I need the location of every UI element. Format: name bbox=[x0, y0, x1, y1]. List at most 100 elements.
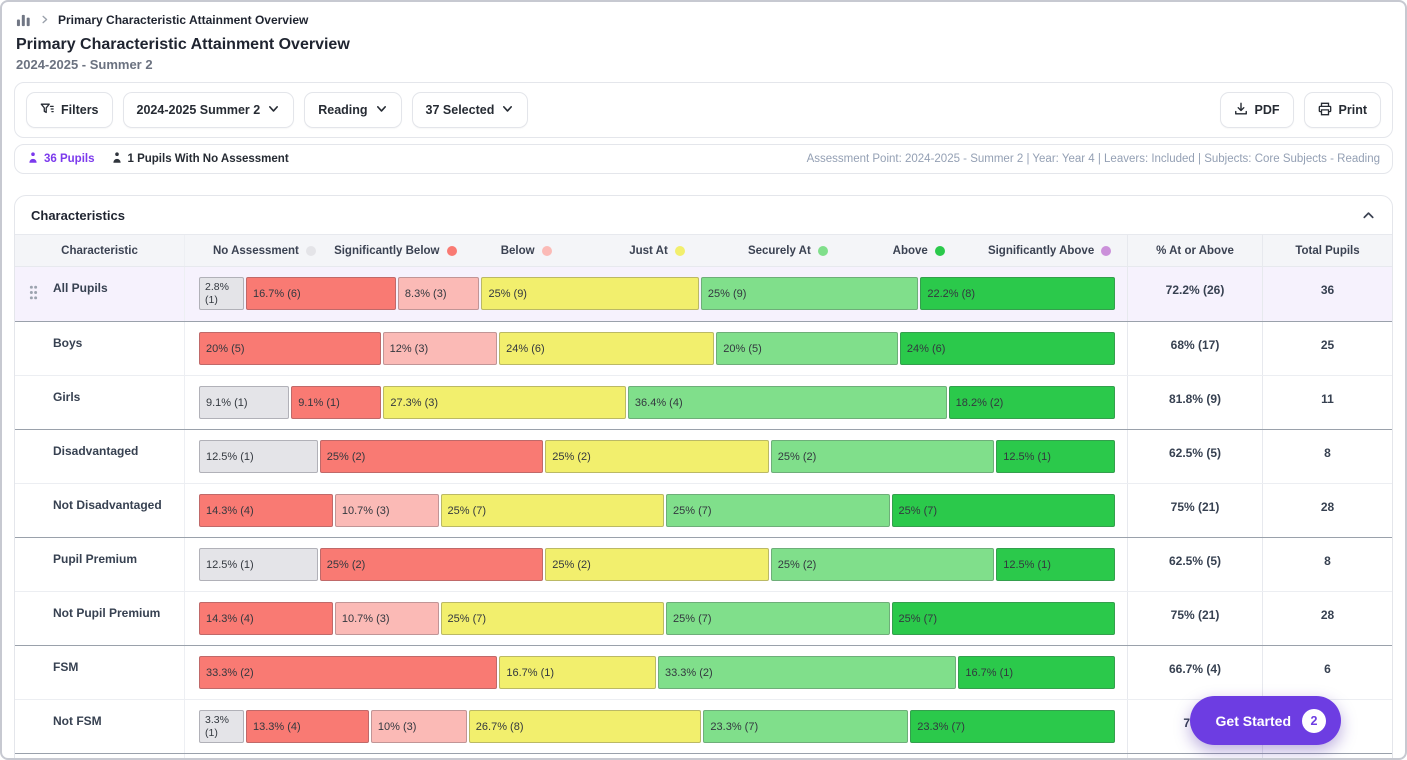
bar-segment-red[interactable]: 33.3% (2) bbox=[199, 656, 498, 689]
row-label-cell: Pupil Premium bbox=[15, 538, 185, 591]
row-label-cell: Not Disadvantaged bbox=[15, 484, 185, 537]
row-bar-cell: 14.3% (4) 10.7% (3) 25% (7) 25% (7) 25% (7) bbox=[185, 484, 1127, 537]
subject-value: Reading bbox=[318, 103, 368, 117]
bar-segment-pink[interactable]: 8.3% (3) bbox=[397, 277, 480, 310]
table-header-row: Characteristic No Assessment Significantl… bbox=[15, 234, 1392, 267]
row-label: Girls bbox=[53, 390, 81, 404]
table-row: Not Disadvantaged 14.3% (4) 10.7% (3) 25% (… bbox=[15, 483, 1392, 537]
selected-pupils-dropdown[interactable]: 37 Selected bbox=[411, 92, 529, 128]
stacked-bar: 12.5% (1) 25% (2) 25% (2) 25% (2) 12.5% (1) bbox=[199, 440, 1115, 473]
bar-segment-yellow[interactable]: 27.3% (3) bbox=[383, 386, 626, 419]
bar-segment-yellow[interactable]: 16.7% (1) bbox=[499, 656, 656, 689]
table-row: Pupil Premium 12.5% (1) 25% (2) 25% (2) 25% … bbox=[15, 537, 1392, 591]
bar-segment-red[interactable]: 13.3% (4) bbox=[246, 710, 369, 743]
page-title: Primary Characteristic Attainment Overvi… bbox=[16, 36, 350, 53]
total-pupils-cell: 8 bbox=[1262, 430, 1392, 483]
pdf-label: PDF bbox=[1254, 103, 1280, 117]
bar-segment-pink[interactable]: 12% (3) bbox=[382, 332, 498, 365]
assessment-point-value: 2024-2025 Summer 2 bbox=[136, 103, 261, 117]
bar-segment-lightgreen[interactable]: 20% (5) bbox=[716, 332, 898, 365]
bar-segment-label: 2.8% (1) bbox=[205, 281, 229, 306]
bar-segment-label: 10% (3) bbox=[377, 720, 417, 733]
bar-segment-red[interactable]: 25% (2) bbox=[319, 440, 544, 473]
subject-dropdown[interactable]: Reading bbox=[304, 92, 402, 128]
band-header-label: Significantly Below bbox=[334, 244, 440, 257]
bar-segment-lightgreen[interactable]: 33.3% (2) bbox=[658, 656, 957, 689]
column-header-lightgreen-band: Securely At bbox=[722, 245, 853, 257]
row-label: Pupil Premium bbox=[53, 552, 138, 566]
bar-segment-green[interactable]: 23.3% (7) bbox=[910, 710, 1116, 743]
bar-segment-yellow[interactable]: 25% (2) bbox=[545, 440, 769, 473]
bar-segment-lightgreen[interactable]: 23.3% (7) bbox=[703, 710, 909, 743]
bar-segment-lightgreen[interactable]: 25% (9) bbox=[700, 277, 919, 310]
bar-segment-red[interactable]: 9.1% (1) bbox=[291, 386, 382, 419]
filters-button[interactable]: Filters bbox=[26, 92, 113, 128]
band-header-label: Significantly Above bbox=[987, 244, 1095, 257]
band-header-label: Just At bbox=[629, 244, 668, 257]
bar-segment-green[interactable]: 12.5% (1) bbox=[996, 440, 1115, 473]
assessment-point-dropdown[interactable]: 2024-2025 Summer 2 bbox=[122, 92, 295, 128]
print-label: Print bbox=[1338, 103, 1367, 117]
row-label: Boys bbox=[53, 336, 83, 350]
yellow-legend-dot bbox=[674, 245, 685, 256]
bar-segment-lightgreen[interactable]: 25% (7) bbox=[666, 494, 890, 527]
collapse-chevron-up-icon[interactable] bbox=[1361, 208, 1376, 223]
bar-segment-green[interactable]: 16.7% (1) bbox=[958, 656, 1115, 689]
bar-segment-pink[interactable]: 10% (3) bbox=[370, 710, 467, 743]
bar-segment-gray[interactable]: 12.5% (1) bbox=[199, 548, 318, 581]
bar-segment-green[interactable]: 12.5% (1) bbox=[996, 548, 1115, 581]
breadcrumb: Primary Characteristic Attainment Overvi… bbox=[16, 12, 1391, 27]
bar-segment-red[interactable]: 25% (2) bbox=[319, 548, 544, 581]
bar-segment-lightgreen[interactable]: 25% (7) bbox=[666, 602, 890, 635]
get-started-button[interactable]: Get Started 2 bbox=[1189, 696, 1341, 745]
band-header-label: Above bbox=[892, 244, 928, 257]
bar-segment-yellow[interactable]: 24% (6) bbox=[499, 332, 715, 365]
bar-segment-pink[interactable]: 10.7% (3) bbox=[334, 602, 439, 635]
bar-segment-label: 22.2% (8) bbox=[927, 287, 976, 300]
row-bar-cell: 33.3% (2) 16.7% (1) 33.3% (2) 16.7% (1) bbox=[185, 646, 1127, 699]
band-header-label: Securely At bbox=[747, 244, 811, 257]
pdf-button[interactable]: PDF bbox=[1219, 92, 1294, 128]
bar-segment-red[interactable]: 20% (5) bbox=[199, 332, 381, 365]
breadcrumb-current[interactable]: Primary Characteristic Attainment Overvi… bbox=[58, 12, 309, 27]
bar-segment-yellow[interactable]: 26.7% (8) bbox=[468, 710, 702, 743]
stacked-bar: 2.8% (1) 16.7% (6) 8.3% (3) 25% (9) 25% (9) 2… bbox=[199, 277, 1116, 310]
bar-segment-lightgreen[interactable]: 25% (2) bbox=[770, 440, 995, 473]
bar-segment-gray[interactable]: 9.1% (1) bbox=[199, 386, 290, 419]
bar-segment-red[interactable]: 14.3% (4) bbox=[199, 494, 333, 527]
bar-segment-label: 12.5% (1) bbox=[206, 450, 254, 463]
column-header-pink-band: Below bbox=[461, 245, 592, 257]
bar-chart-icon[interactable] bbox=[16, 12, 31, 27]
row-label: Not Disadvantaged bbox=[53, 498, 162, 512]
bar-segment-label: 33.3% (2) bbox=[665, 666, 713, 679]
bar-segment-green[interactable]: 25% (7) bbox=[891, 494, 1115, 527]
bar-segment-red[interactable]: 16.7% (6) bbox=[246, 277, 396, 310]
bar-segment-pink[interactable]: 10.7% (3) bbox=[334, 494, 439, 527]
bar-segment-green[interactable]: 24% (6) bbox=[899, 332, 1115, 365]
bar-segment-gray[interactable]: 3.3% (1) bbox=[199, 710, 244, 743]
at-or-above-cell bbox=[1127, 754, 1262, 758]
stacked-bar: 14.3% (4) 10.7% (3) 25% (7) 25% (7) 25% (7) bbox=[199, 494, 1115, 527]
stacked-bar: 3.3% (1) 13.3% (4) 10% (3) 26.7% (8) 23.3% (… bbox=[199, 710, 1116, 743]
bar-segment-green[interactable]: 25% (7) bbox=[891, 602, 1115, 635]
bar-segment-gray[interactable]: 12.5% (1) bbox=[199, 440, 318, 473]
bar-segment-green[interactable]: 18.2% (2) bbox=[948, 386, 1116, 419]
bar-segment-green[interactable]: 22.2% (8) bbox=[920, 277, 1116, 310]
bar-segment-lightgreen[interactable]: 25% (2) bbox=[770, 548, 995, 581]
bar-segment-lightgreen[interactable]: 36.4% (4) bbox=[627, 386, 947, 419]
bar-segment-label: 25% (7) bbox=[447, 504, 487, 517]
download-icon bbox=[1234, 102, 1248, 119]
row-bar-cell: 12.5% (1) 25% (2) 25% (2) 25% (2) 12.5% (1) bbox=[185, 430, 1127, 483]
bar-segment-red[interactable]: 14.3% (4) bbox=[199, 602, 333, 635]
row-bar-cell: 9.1% (1) 9.1% (1) 27.3% (3) 36.4% (4) 18.2% … bbox=[185, 376, 1127, 429]
bar-segment-yellow[interactable]: 25% (7) bbox=[440, 494, 664, 527]
bar-segment-yellow[interactable]: 25% (9) bbox=[481, 277, 699, 310]
row-label: Not FSM bbox=[53, 714, 102, 728]
bar-segment-gray[interactable]: 2.8% (1) bbox=[199, 277, 244, 310]
print-button[interactable]: Print bbox=[1303, 92, 1381, 128]
bar-segment-label: 23.3% (7) bbox=[710, 720, 759, 733]
drag-handle-icon[interactable] bbox=[28, 284, 39, 301]
bar-segment-label: 16.7% (6) bbox=[253, 287, 301, 300]
bar-segment-yellow[interactable]: 25% (7) bbox=[440, 602, 664, 635]
bar-segment-yellow[interactable]: 25% (2) bbox=[545, 548, 769, 581]
